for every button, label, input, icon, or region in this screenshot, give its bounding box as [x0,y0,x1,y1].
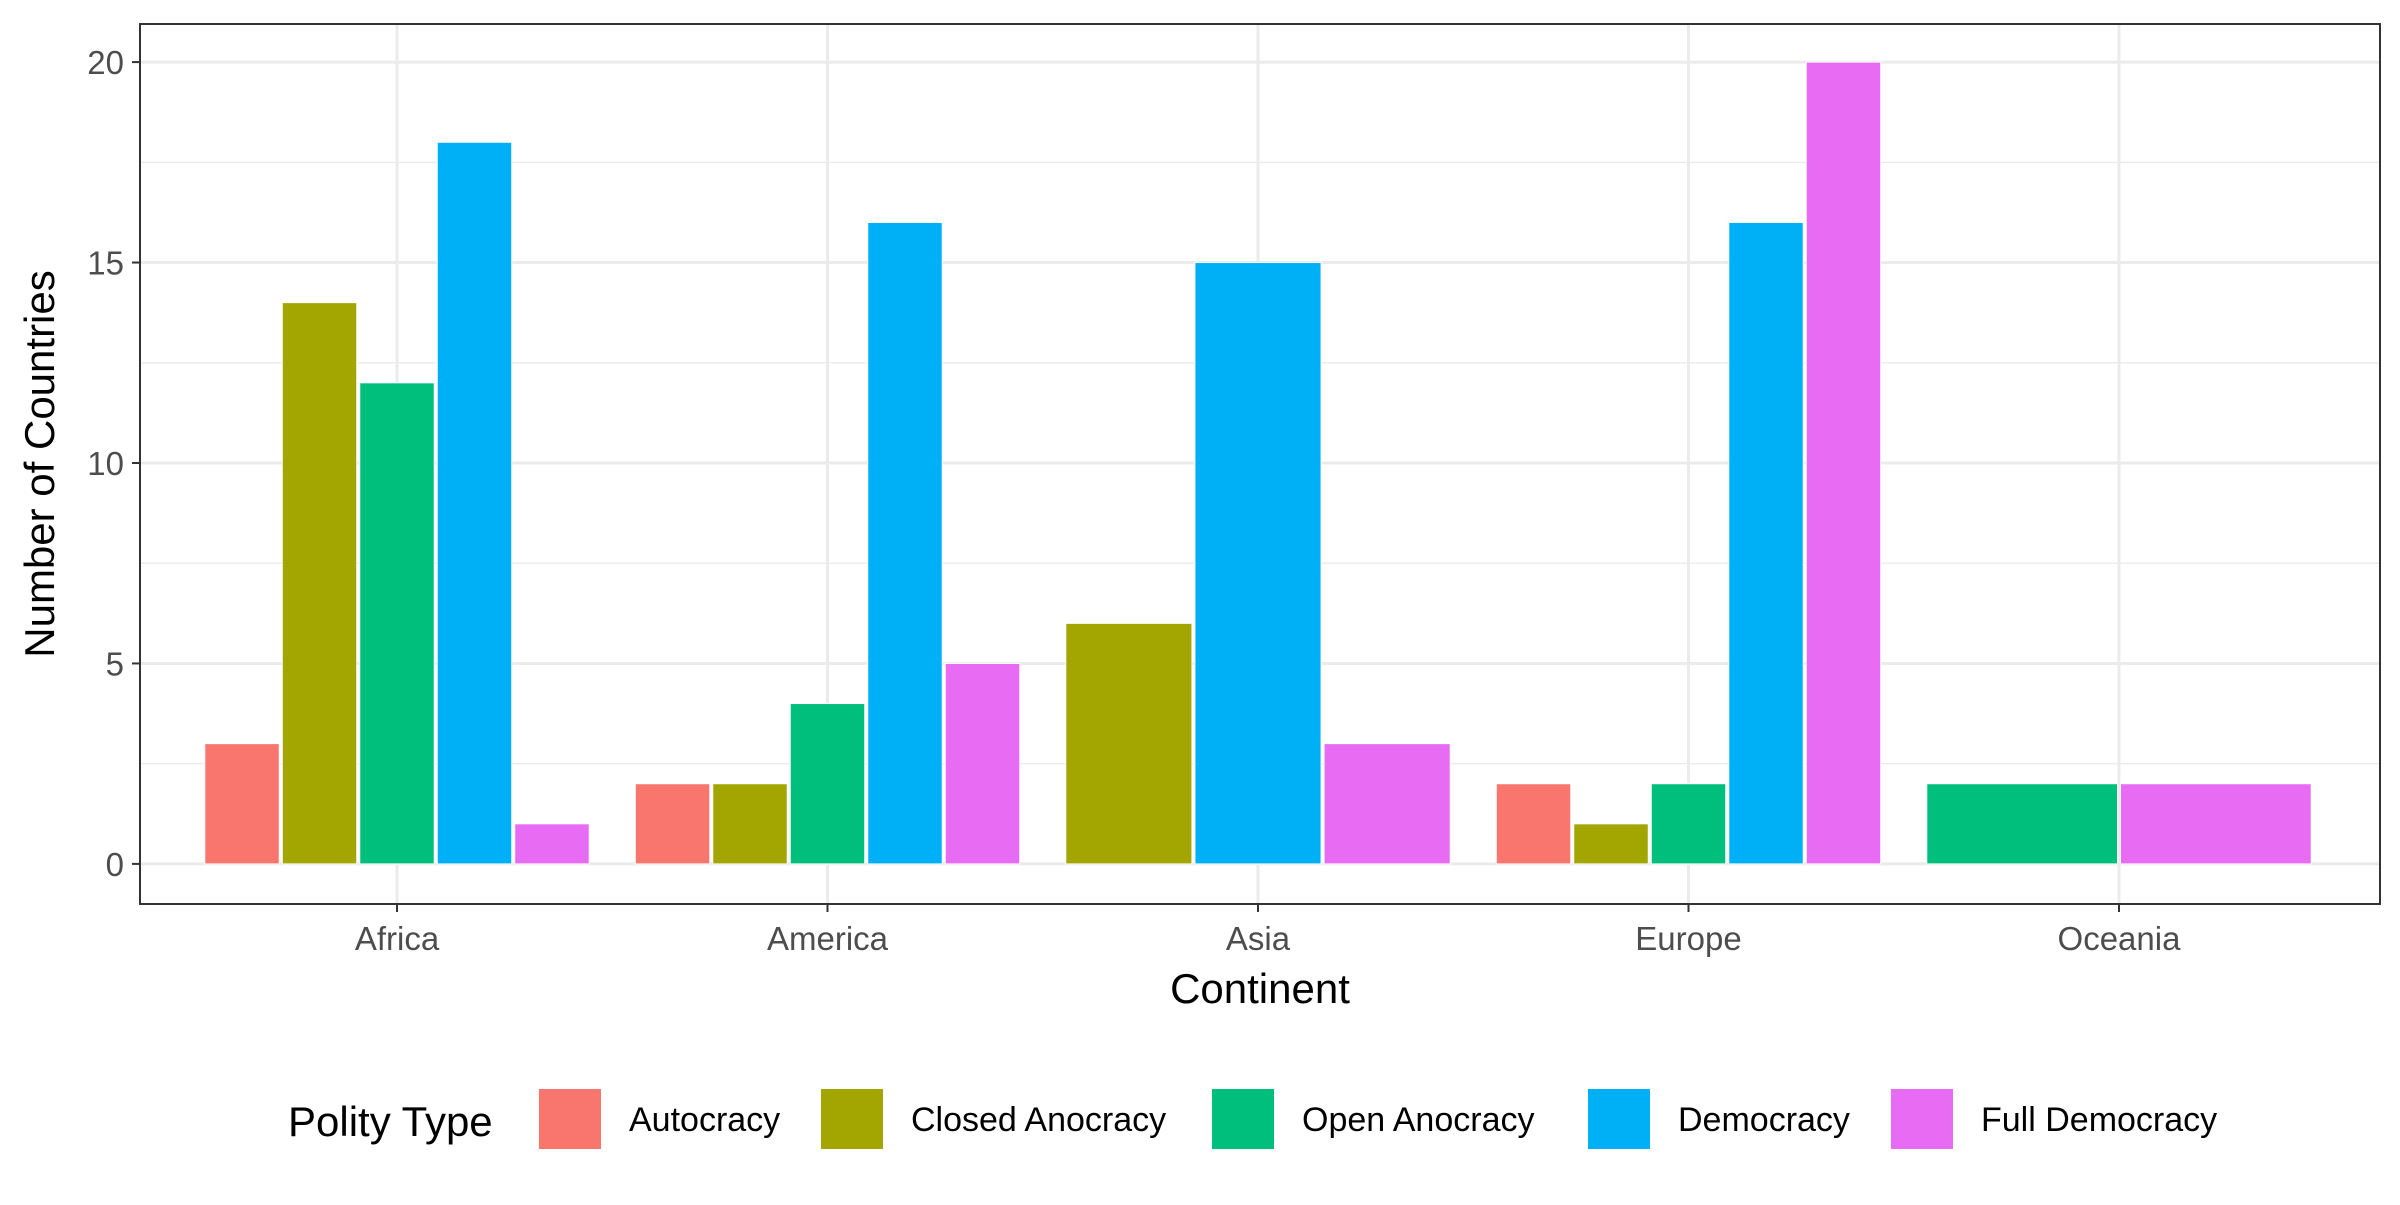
y-tick-label-15: 15 [87,245,124,282]
y-tick-label-10: 10 [87,445,124,482]
bar-africa-democracy [436,141,513,865]
legend-title: Polity Type [288,1098,493,1145]
panel-border [139,23,2381,905]
bar-america-closed-anocracy [712,783,788,865]
x-tick-label-europe: Europe [1635,920,1741,957]
legend-key-democracy [1588,1089,1650,1149]
bar-asia-full-democracy [1323,743,1451,865]
bar-america-autocracy [634,783,711,865]
legend-key-autocracy [539,1089,601,1149]
legend-label-full-democracy: Full Democracy [1981,1101,2217,1139]
bar-america-open-anocracy [789,703,866,865]
axes: 0 5 10 15 20 Africa America Asia Europe Oceania [87,44,2181,957]
x-tick-label-oceania: Oceania [2058,920,2182,957]
legend: Polity Type Autocracy Closed Anocracy Open… [288,1089,2217,1149]
bar-africa-open-anocracy [359,382,435,865]
legend-label-democracy: Democracy [1678,1101,1850,1139]
legend-key-open-anocracy [1212,1089,1274,1149]
legend-label-open-anocracy: Open Anocracy [1302,1101,1534,1139]
legend-key-full-democracy [1891,1089,1953,1149]
bar-europe-open-anocracy [1650,783,1727,865]
bar-africa-full-democracy [514,823,590,865]
y-tick-label-0: 0 [106,846,124,883]
y-axis-title: Number of Countries [16,270,63,658]
x-tick-label-asia: Asia [1226,920,1291,957]
bar-oceania-full-democracy [2120,783,2312,865]
bar-africa-closed-anocracy [281,302,358,865]
bar-europe-full-democracy [1805,61,1882,865]
legend-label-closed-anocracy: Closed Anocracy [911,1101,1166,1139]
bar-america-full-democracy [944,662,1021,865]
bar-america-democracy [867,221,943,865]
bar-asia-closed-anocracy [1065,622,1193,865]
bar-oceania-open-anocracy [1926,783,2119,865]
legend-label-autocracy: Autocracy [629,1101,780,1139]
x-tick-label-africa: Africa [355,920,440,957]
x-tick-label-america: America [767,920,889,957]
legend-key-closed-anocracy [821,1089,883,1149]
bar-asia-democracy [1194,262,1322,865]
bar-europe-autocracy [1495,783,1572,865]
bar-europe-closed-anocracy [1573,823,1649,865]
bars [204,61,2312,865]
bar-europe-democracy [1728,221,1804,865]
y-tick-label-20: 20 [87,44,124,81]
bar-africa-autocracy [204,743,280,865]
x-axis-title: Continent [1170,965,1350,1012]
y-tick-label-5: 5 [106,645,124,682]
